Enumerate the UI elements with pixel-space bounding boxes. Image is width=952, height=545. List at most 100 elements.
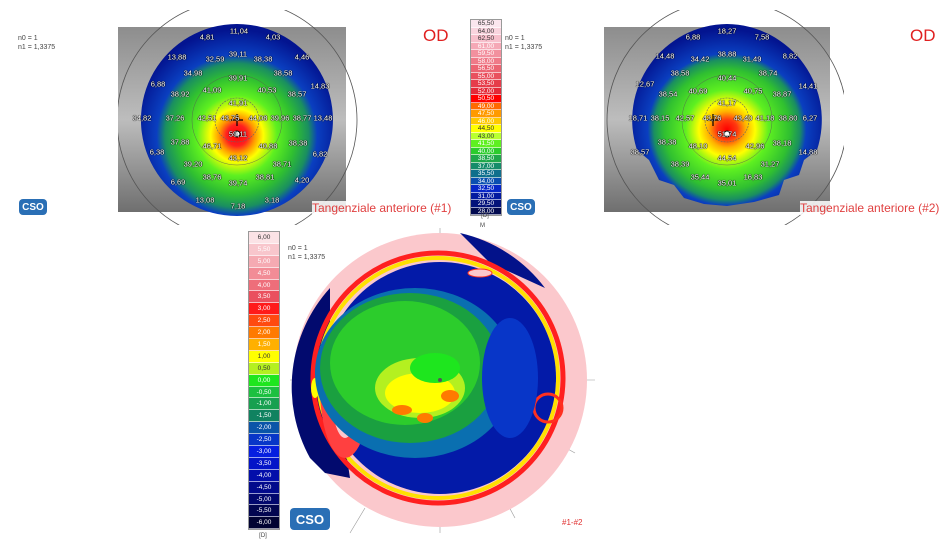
map-value-label: 38,18 — [772, 138, 792, 148]
scale-cell: 40,00 — [471, 147, 501, 155]
map-value-label: 6,88 — [685, 32, 701, 42]
map-value-label: 38,39 — [670, 159, 690, 169]
scale-cell: -4,00 — [249, 469, 279, 482]
map-value-label: 48,10 — [688, 141, 708, 151]
scale-cell: -1,50 — [249, 410, 279, 423]
scale-cell: 65,50 — [471, 20, 501, 28]
pupil-center-marker — [233, 130, 241, 138]
map-value-label: 41,18 — [755, 113, 775, 123]
map-value-label: 38,57 — [287, 89, 307, 99]
map-value-label: 34,42 — [690, 54, 710, 64]
map2-eye-label: OD — [910, 26, 936, 45]
scale-cell: 46,00 — [471, 117, 501, 125]
map-value-label: 6,38 — [149, 147, 165, 157]
map-value-label: 40,88 — [258, 141, 278, 151]
map1-topography[interactable] — [118, 10, 358, 225]
map-value-label: 14,83 — [310, 81, 330, 91]
map-value-label: 38,76 — [202, 172, 222, 182]
map-value-label: 39,11 — [228, 49, 248, 59]
scale-cell: 29,50 — [471, 200, 501, 208]
map-value-label: 44,08 — [248, 113, 268, 123]
map-value-label: 42,51 — [197, 113, 217, 123]
scale-cell: 43,00 — [471, 132, 501, 140]
scale-cell: 2,00 — [249, 327, 279, 340]
map-value-label: 43,12 — [228, 153, 248, 163]
scale-cell: 3,50 — [249, 291, 279, 304]
difference-map[interactable] — [290, 228, 600, 543]
scale-cell: 50,50 — [471, 95, 501, 103]
map-value-label: 4,03 — [265, 32, 281, 42]
map-value-label: 38,15 — [650, 113, 670, 123]
scale-cell: 37,00 — [471, 162, 501, 170]
map-value-label: 37,88 — [170, 137, 190, 147]
scale-cell: 41,50 — [471, 140, 501, 148]
map-value-label: 12,67 — [635, 79, 655, 89]
map2-refraction-n1: n1 = 1,3375 — [505, 44, 543, 51]
scale-cell: 6,00 — [249, 232, 279, 244]
map-value-label: 38,74 — [758, 68, 778, 78]
map-value-label: 16,83 — [743, 172, 763, 182]
map-value-label: 38,57 — [630, 147, 650, 157]
scale-cell: 3,00 — [249, 303, 279, 316]
map-value-label: 18,27 — [717, 26, 737, 36]
map-value-label: 43,75 — [220, 113, 240, 123]
difference-label: #1-#2 — [562, 518, 583, 527]
map-value-label: 35,01 — [717, 178, 737, 188]
map-value-label: 11,04 — [229, 26, 249, 36]
map-value-label: 40,53 — [257, 85, 277, 95]
map-value-label: 39,96 — [270, 113, 290, 123]
map1-eye-label: OD — [423, 26, 449, 45]
map-value-label: 14,88 — [798, 147, 818, 157]
map-value-label: 38,58 — [670, 68, 690, 78]
map-value-label: 6,88 — [150, 79, 166, 89]
scale-cell: 2,50 — [249, 315, 279, 328]
map-value-label: 35,44 — [690, 172, 710, 182]
curvature-color-scale: 65,50 64,00 62,50 61,00 59,50 58,00 56,50 55,00… — [470, 19, 502, 216]
scale-cell: 4,00 — [249, 279, 279, 292]
map-value-label: 6,27 — [802, 113, 818, 123]
diff-refraction-n1: n1 = 1,3375 — [288, 254, 326, 261]
map-value-label: 8,82 — [782, 51, 798, 61]
map-value-label: 7,58 — [754, 32, 770, 42]
map-value-label: 14,41 — [798, 81, 818, 91]
scale-cell: -5,50 — [249, 505, 279, 518]
map-value-label: 51,74 — [717, 129, 737, 139]
scale-cell: 5,00 — [249, 255, 279, 268]
diff-refraction-n0: n0 = 1 — [288, 245, 308, 252]
scale-cell: 35,50 — [471, 170, 501, 178]
map-value-label: 37,26 — [165, 113, 185, 123]
map-value-label: 38,80 — [778, 113, 798, 123]
scale-cell: 28,00 — [471, 207, 501, 215]
scale-cell: 58,00 — [471, 57, 501, 65]
scale-cell: 53,50 — [471, 80, 501, 88]
map-value-label: 38,38 — [253, 54, 273, 64]
map-value-label: 41,17 — [717, 98, 737, 108]
scale-cell: -2,50 — [249, 434, 279, 447]
map-value-label: 38,58 — [273, 68, 293, 78]
scale-cell: 38,50 — [471, 155, 501, 163]
map-value-label: 31,49 — [742, 54, 762, 64]
map-value-label: 40,69 — [688, 86, 708, 96]
map-value-label: 43,40 — [733, 113, 753, 123]
scale-cell: 64,00 — [471, 27, 501, 35]
map-value-label: 41,09 — [202, 85, 222, 95]
map-value-label: 18,71 — [628, 113, 648, 123]
scale-cell: -1,00 — [249, 398, 279, 411]
map-value-label: 39,91 — [228, 73, 248, 83]
difference-scale-unit: [D] — [259, 533, 267, 539]
map-value-label: 31,27 — [760, 159, 780, 169]
map1-refraction-n0: n0 = 1 — [18, 35, 38, 42]
scale-cell: -4,50 — [249, 481, 279, 494]
map2-topography[interactable] — [604, 10, 844, 225]
map2-title: Tangenziale anteriore (#2) — [800, 201, 940, 215]
map-value-label: 32,59 — [205, 54, 225, 64]
map-value-label: 34,98 — [183, 68, 203, 78]
map-value-label: 40,44 — [717, 73, 737, 83]
curvature-map — [632, 24, 822, 206]
limbus-circle — [118, 10, 358, 225]
map-value-label: 13,88 — [167, 52, 187, 62]
map1-cso-logo: CSO — [19, 199, 47, 215]
scale-cell: 61,00 — [471, 42, 501, 50]
map2-refraction-n0: n0 = 1 — [505, 35, 525, 42]
scale-cell: 31,00 — [471, 192, 501, 200]
